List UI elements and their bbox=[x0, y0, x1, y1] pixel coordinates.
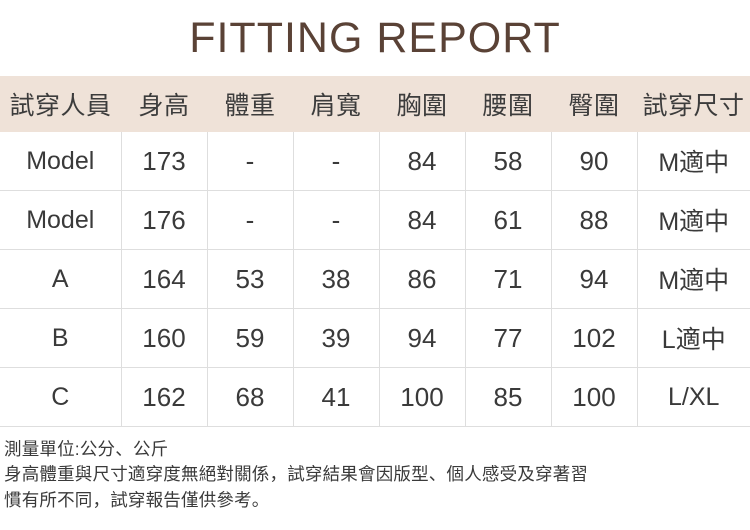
cell-person: C bbox=[0, 367, 122, 427]
cell-shoulder: 38 bbox=[293, 249, 380, 309]
cell-weight: 53 bbox=[207, 249, 294, 309]
cell-waist: 61 bbox=[465, 190, 552, 250]
table-header-row: 試穿人員 身高 體重 肩寬 胸圍 腰圍 臀圍 試穿尺寸 bbox=[0, 76, 750, 132]
cell-hip: 100 bbox=[551, 367, 638, 427]
column-header-shoulder: 肩寬 bbox=[310, 92, 362, 120]
table-header: 試穿人員 身高 體重 肩寬 胸圍 腰圍 臀圍 試穿尺寸 bbox=[0, 76, 750, 132]
column-header-height: 身高 bbox=[138, 92, 190, 120]
fitting-report-table: 試穿人員 身高 體重 肩寬 胸圍 腰圍 臀圍 試穿尺寸 Model 173 - … bbox=[0, 76, 750, 427]
cell-person: B bbox=[0, 308, 122, 368]
table-row: Model 176 - - 84 61 88 M適中 bbox=[0, 190, 750, 250]
cell-shoulder: - bbox=[293, 190, 380, 250]
cell-hip: 90 bbox=[551, 132, 638, 191]
cell-height: 176 bbox=[121, 190, 208, 250]
title-bar: FITTING REPORT bbox=[0, 0, 750, 76]
cell-fitting-size: L/XL bbox=[637, 367, 750, 427]
cell-height: 160 bbox=[121, 308, 208, 368]
cell-bust: 84 bbox=[379, 132, 466, 191]
note-disclaimer-line-1: 身高體重與尺寸適穿度無絕對關係，試穿結果會因版型、個人感受及穿著習 bbox=[4, 464, 589, 485]
cell-shoulder: 41 bbox=[293, 367, 380, 427]
page-title: FITTING REPORT bbox=[189, 13, 561, 62]
cell-height: 162 bbox=[121, 367, 208, 427]
cell-bust: 84 bbox=[379, 190, 466, 250]
cell-hip: 102 bbox=[551, 308, 638, 368]
cell-fitting-size: L適中 bbox=[637, 308, 750, 368]
cell-height: 164 bbox=[121, 249, 208, 309]
footer-notes: 測量單位:公分、公斤 身高體重與尺寸適穿度無絕對關係，試穿結果會因版型、個人感受… bbox=[0, 427, 750, 513]
cell-person: Model bbox=[0, 190, 122, 250]
cell-waist: 71 bbox=[465, 249, 552, 309]
table-row: Model 173 - - 84 58 90 M適中 bbox=[0, 132, 750, 191]
cell-person: Model bbox=[0, 132, 122, 191]
cell-shoulder: - bbox=[293, 132, 380, 191]
cell-fitting-size: M適中 bbox=[637, 190, 750, 250]
cell-waist: 77 bbox=[465, 308, 552, 368]
column-header-hip: 臀圍 bbox=[568, 92, 620, 120]
column-header-waist: 腰圍 bbox=[482, 92, 534, 120]
cell-bust: 86 bbox=[379, 249, 466, 309]
cell-height: 173 bbox=[121, 132, 208, 191]
cell-hip: 94 bbox=[551, 249, 638, 309]
table-row: B 160 59 39 94 77 102 L適中 bbox=[0, 308, 750, 368]
cell-bust: 94 bbox=[379, 308, 466, 368]
cell-weight: 68 bbox=[207, 367, 294, 427]
cell-shoulder: 39 bbox=[293, 308, 380, 368]
table-row: A 164 53 38 86 71 94 M適中 bbox=[0, 249, 750, 309]
cell-hip: 88 bbox=[551, 190, 638, 250]
note-disclaimer-line-2: 慣有所不同，試穿報告僅供參考。 bbox=[4, 489, 270, 510]
table-row: C 162 68 41 100 85 100 L/XL bbox=[0, 367, 750, 427]
cell-person: A bbox=[0, 249, 122, 309]
column-header-fitting-size: 試穿尺寸 bbox=[642, 92, 745, 120]
cell-waist: 58 bbox=[465, 132, 552, 191]
cell-waist: 85 bbox=[465, 367, 552, 427]
cell-bust: 100 bbox=[379, 367, 466, 427]
column-header-weight: 體重 bbox=[224, 92, 276, 120]
cell-weight: - bbox=[207, 190, 294, 250]
cell-fitting-size: M適中 bbox=[637, 249, 750, 309]
column-header-person: 試穿人員 bbox=[9, 92, 112, 120]
cell-fitting-size: M適中 bbox=[637, 132, 750, 191]
note-measurement-unit: 測量單位:公分、公斤 bbox=[4, 439, 169, 459]
cell-weight: 59 bbox=[207, 308, 294, 368]
column-header-bust: 胸圍 bbox=[396, 92, 448, 120]
table-body: Model 173 - - 84 58 90 M適中 Model 176 - -… bbox=[0, 132, 750, 427]
cell-weight: - bbox=[207, 132, 294, 191]
